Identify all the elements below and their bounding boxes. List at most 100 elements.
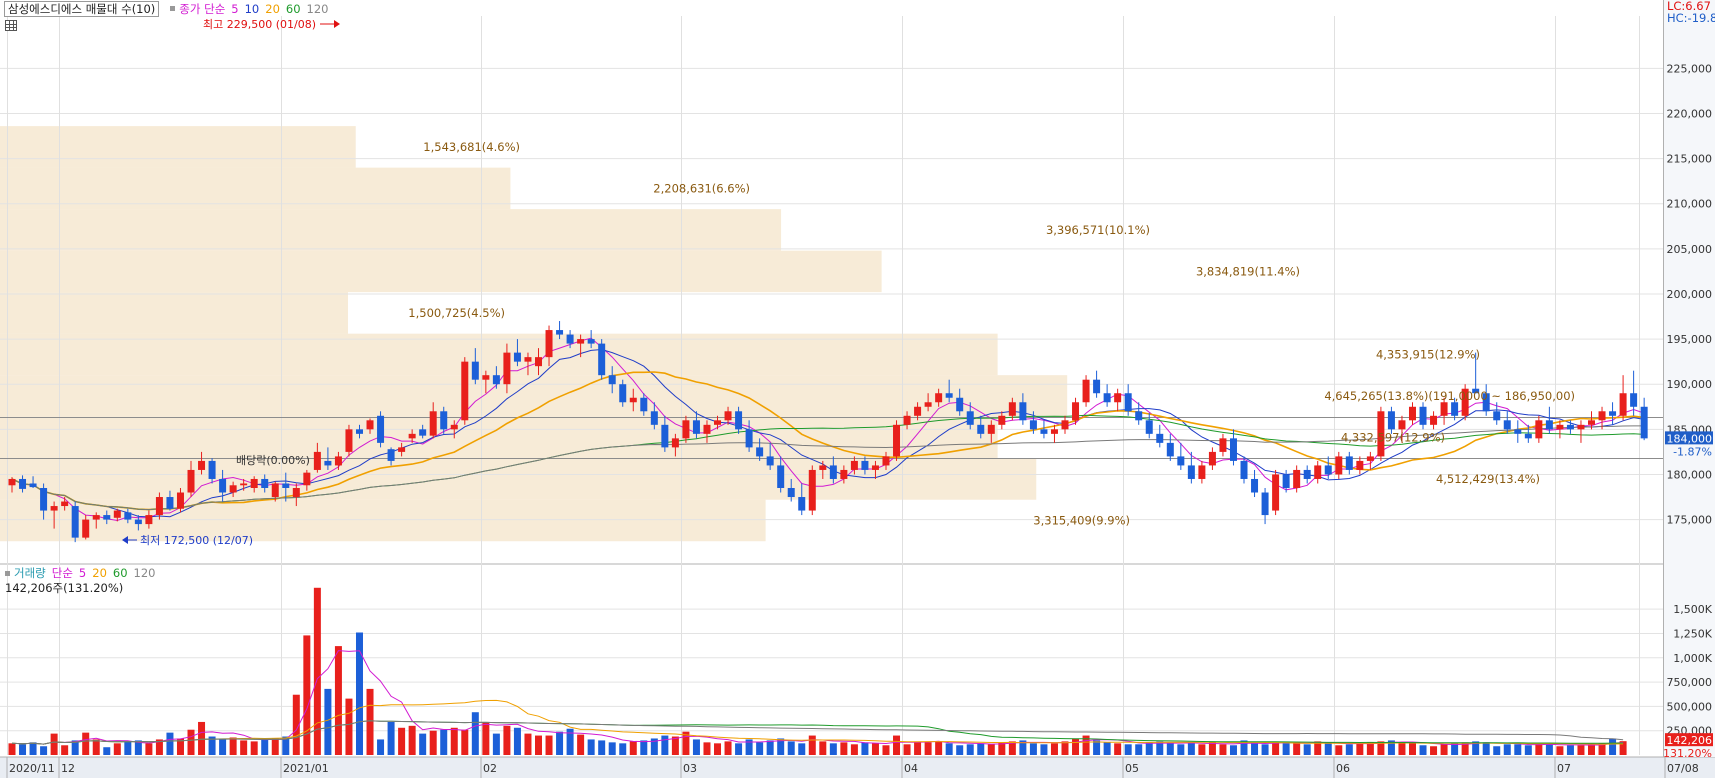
candle-body bbox=[724, 411, 732, 421]
volume-bar bbox=[1493, 746, 1501, 755]
volume-profile-bar bbox=[0, 416, 998, 459]
candle-body bbox=[492, 375, 500, 385]
volume-bar bbox=[1166, 743, 1174, 755]
candle-body bbox=[324, 460, 332, 466]
date-tick-label: 02 bbox=[483, 762, 497, 775]
candle-body bbox=[1556, 424, 1564, 430]
candle-body bbox=[535, 357, 542, 367]
volume-bar bbox=[1324, 743, 1332, 755]
candle-body bbox=[819, 465, 827, 470]
volume-profile-label: 4,645,265(13.8%)(191,0000 ~ 186,950,00) bbox=[1324, 389, 1575, 403]
candle-body bbox=[40, 487, 48, 511]
volume-bar bbox=[8, 743, 16, 755]
candle-body bbox=[1514, 429, 1522, 434]
candle-body bbox=[998, 415, 1006, 425]
candle-body bbox=[1345, 456, 1353, 470]
candle-body bbox=[903, 415, 911, 425]
volume-bar bbox=[166, 732, 174, 755]
candle-body bbox=[282, 483, 290, 488]
ma-10-line bbox=[11, 348, 1645, 518]
legend-square-icon bbox=[5, 570, 10, 576]
candle-body bbox=[1408, 406, 1416, 421]
volume-bar bbox=[208, 736, 216, 755]
price-tick-label: 200,000 bbox=[1667, 288, 1713, 301]
volume-legend-header: 거래량 단순 5 20 60 120 bbox=[0, 566, 161, 580]
volume-profile-label: 2,208,631(6.6%) bbox=[653, 181, 750, 195]
candle-body bbox=[166, 497, 174, 509]
candle-body bbox=[1261, 492, 1269, 516]
volume-bar bbox=[440, 729, 448, 755]
last-volume-box bbox=[1665, 733, 1713, 747]
candle-body bbox=[556, 330, 564, 335]
volume-bar bbox=[535, 735, 542, 755]
volume-bar bbox=[566, 728, 574, 755]
volume-bars bbox=[8, 587, 1627, 755]
volume-bar bbox=[1293, 742, 1301, 755]
volume-bar bbox=[1566, 745, 1574, 755]
volume-bar bbox=[1103, 742, 1111, 755]
candle-body bbox=[566, 334, 574, 344]
candle-body bbox=[513, 352, 521, 362]
vol-ma-60: 60 bbox=[112, 566, 128, 580]
candle-body bbox=[440, 411, 448, 430]
candle-body bbox=[882, 456, 890, 466]
candle-body bbox=[850, 460, 858, 470]
candle-body bbox=[271, 483, 279, 498]
volume-profile-label: 4,353,915(12.9%) bbox=[1376, 347, 1480, 361]
price-tick-label: 190,000 bbox=[1667, 378, 1713, 391]
candle-body bbox=[461, 361, 469, 421]
volume-bar bbox=[366, 688, 374, 755]
candle-body bbox=[1240, 460, 1248, 479]
candle-body bbox=[1619, 393, 1627, 416]
ma-120: 120 bbox=[306, 1, 329, 16]
legend-square-icon bbox=[170, 6, 176, 11]
candle-body bbox=[124, 512, 132, 520]
volume-bar bbox=[1061, 741, 1069, 755]
volume-bar bbox=[650, 738, 658, 755]
last-price-box bbox=[1665, 431, 1713, 445]
volume-bar bbox=[124, 741, 132, 755]
table-icon[interactable] bbox=[5, 20, 17, 31]
date-tick-label: 12 bbox=[61, 762, 75, 775]
last-change-label: -1.87% bbox=[1673, 445, 1712, 458]
candle-body bbox=[1177, 456, 1185, 466]
candle-body bbox=[808, 469, 816, 511]
candle-body bbox=[1040, 429, 1048, 434]
candle-body bbox=[1166, 442, 1174, 457]
candle-body bbox=[1082, 379, 1090, 403]
candle-body bbox=[198, 460, 206, 470]
candle-body bbox=[1451, 402, 1459, 416]
volume-bar bbox=[1503, 744, 1511, 755]
volume-bar bbox=[1514, 744, 1522, 755]
volume-bar bbox=[387, 721, 395, 755]
volume-bar bbox=[1482, 742, 1490, 755]
volume-bar bbox=[187, 729, 195, 755]
volume-bar bbox=[798, 743, 806, 755]
volume-bar bbox=[398, 727, 406, 755]
volume-bar bbox=[1609, 738, 1617, 755]
volume-bar bbox=[82, 732, 90, 755]
volume-bar bbox=[598, 740, 606, 755]
volume-bar bbox=[1314, 741, 1322, 755]
volume-bar bbox=[1345, 744, 1353, 755]
candle-body bbox=[1008, 402, 1016, 416]
candle-body bbox=[966, 411, 974, 425]
volume-bar bbox=[524, 733, 532, 755]
volume-bar bbox=[1408, 743, 1416, 755]
volume-bar bbox=[1040, 744, 1048, 755]
low-price-label: 최저 172,500 (12/07) bbox=[140, 534, 253, 547]
volume-bar bbox=[113, 743, 121, 755]
volume-bar bbox=[1251, 743, 1259, 755]
volume-bar bbox=[355, 632, 363, 755]
volume-profile-label: 3,315,409(9.9%) bbox=[1033, 513, 1130, 527]
volume-bar bbox=[893, 735, 901, 755]
candle-body bbox=[187, 469, 195, 493]
volume-bar bbox=[577, 734, 585, 755]
volume-profile-label: 3,834,819(11.4%) bbox=[1196, 264, 1300, 278]
candle-body bbox=[1208, 451, 1216, 466]
chart-legend-header: 삼성에스디에스 매물대 수(10) 종가 단순 5 10 20 60 120 bbox=[0, 0, 334, 17]
volume-tick-label: 1,000K bbox=[1673, 652, 1712, 665]
volume-bar bbox=[1219, 744, 1227, 755]
price-tick-label: 180,000 bbox=[1667, 468, 1713, 481]
